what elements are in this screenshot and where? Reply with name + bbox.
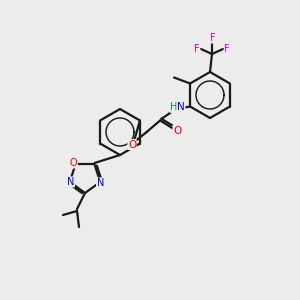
Text: H: H bbox=[170, 103, 178, 112]
Text: F: F bbox=[210, 33, 216, 43]
Text: O: O bbox=[70, 158, 77, 168]
Text: O: O bbox=[128, 140, 136, 149]
Text: N: N bbox=[97, 178, 104, 188]
Text: O: O bbox=[173, 125, 181, 136]
Text: N: N bbox=[177, 103, 185, 112]
Text: F: F bbox=[194, 44, 200, 54]
Text: N: N bbox=[67, 177, 74, 187]
Text: F: F bbox=[224, 44, 230, 54]
